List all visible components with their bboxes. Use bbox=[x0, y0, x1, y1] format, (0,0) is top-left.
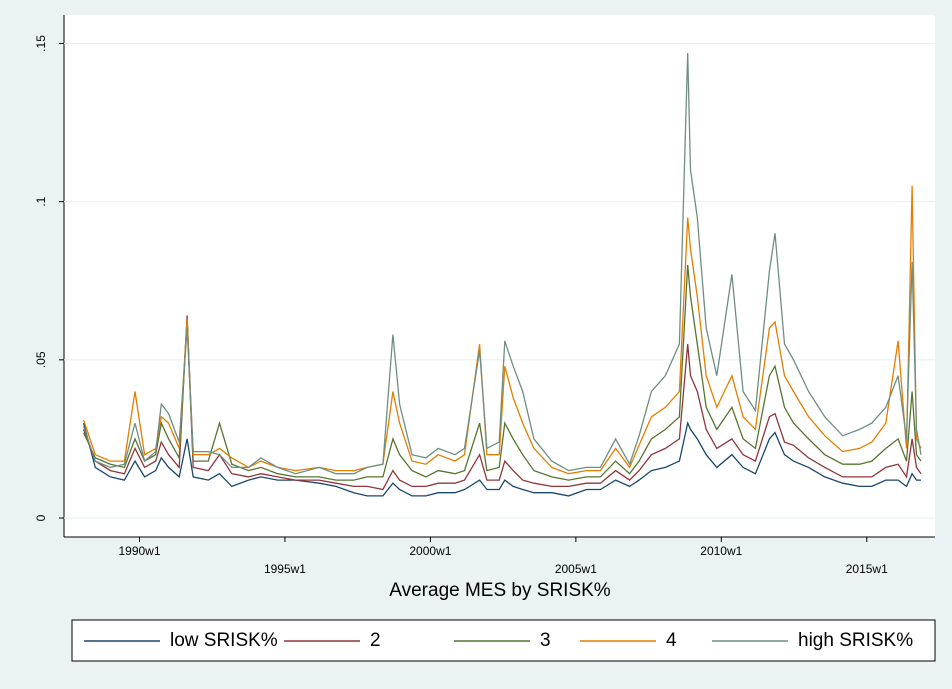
x-tick-label: 2010w1 bbox=[700, 544, 742, 558]
x-tick-label: 2005w1 bbox=[555, 562, 597, 576]
y-tick-label: .1 bbox=[34, 196, 48, 206]
legend-label: 4 bbox=[666, 630, 677, 651]
x-tick-label: 1990w1 bbox=[118, 544, 160, 558]
plot-area bbox=[64, 15, 935, 537]
legend-label: 3 bbox=[540, 630, 551, 651]
series-line bbox=[82, 185, 922, 475]
series-line bbox=[82, 421, 921, 497]
x-tick-label: 2015w1 bbox=[846, 562, 888, 576]
y-tick-label: 0 bbox=[34, 514, 48, 521]
chart-title: Average MES by SRISK% bbox=[389, 580, 611, 601]
x-tick-label: 2000w1 bbox=[409, 544, 451, 558]
x-tick-label: 1995w1 bbox=[264, 562, 306, 576]
series-line bbox=[82, 315, 922, 491]
y-tick-label: .15 bbox=[34, 35, 48, 52]
legend-label: low SRISK% bbox=[170, 630, 278, 651]
legend-label: high SRISK% bbox=[798, 630, 913, 651]
series-line bbox=[82, 52, 922, 475]
legend-label: 2 bbox=[370, 630, 381, 651]
series-line bbox=[83, 264, 922, 481]
y-tick-label: .05 bbox=[34, 351, 48, 368]
